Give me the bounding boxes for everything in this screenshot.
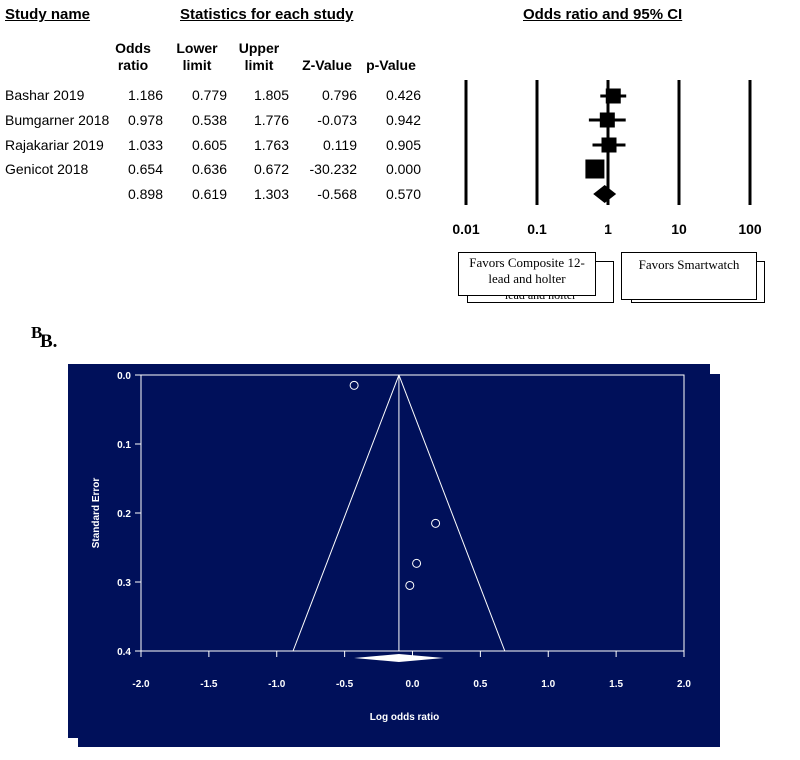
table-cell: 0.978 — [127, 112, 163, 128]
summary-diamond — [593, 185, 617, 203]
column-header: p-Value — [366, 57, 416, 73]
x-tick-label: -1.0 — [268, 679, 286, 690]
table-cell: 0.905 — [385, 137, 421, 153]
x-axis-label: Log odds ratio — [370, 712, 439, 723]
funnel-right-line — [398, 374, 506, 652]
plot-frame — [140, 374, 685, 652]
x-tick-label: -2.0 — [132, 679, 150, 690]
x-tick-label: 2.0 — [677, 679, 691, 690]
statistics-header: Statistics for each study — [180, 6, 354, 23]
table-cell: 0.898 — [127, 186, 163, 202]
column-header: Odds ratio — [115, 40, 151, 73]
y-tick-label: 0.0 — [117, 371, 131, 382]
column-header: Upper limit — [238, 40, 280, 73]
funnel-plot: 0.0 0.1 0.2 0.3 0.4 -2.0 -1.5 -1.0 -0.5 0.0 0.5 1.0… — [68, 364, 710, 738]
y-tick-label: 0.3 — [117, 578, 131, 589]
table-cell: 1.805 — [253, 87, 289, 103]
study-name: Bashar 2019 — [5, 87, 85, 103]
x-tick-label: -1.5 — [200, 679, 218, 690]
column-header: Z-Value — [302, 57, 352, 73]
odds-ratio-ci-header: Odds ratio and 95% CI — [523, 6, 683, 23]
y-tick-label: 0.2 — [117, 509, 131, 520]
favor-left-label: Favors Composite 12-lead and holter — [469, 255, 585, 286]
study-name: Rajakariar 2019 — [5, 137, 104, 153]
effect-marker — [585, 159, 605, 179]
column-header: Lower limit — [176, 40, 218, 73]
effect-marker — [605, 88, 621, 104]
panel-b-label: B — [31, 323, 42, 343]
table-cell: 0.619 — [191, 186, 227, 202]
y-tick-label: 0.4 — [117, 647, 131, 658]
y-tick-label: 0.1 — [117, 440, 131, 451]
table-cell: -0.568 — [317, 186, 357, 202]
table-cell: 0.636 — [191, 161, 227, 177]
panel-b-sub-letter: B. — [40, 331, 58, 352]
x-tick-label: 0.5 — [473, 679, 487, 690]
study-point — [405, 580, 415, 590]
table-cell: -30.232 — [309, 161, 357, 177]
study-point — [349, 380, 359, 390]
table-cell: 0.779 — [191, 87, 227, 103]
funnel-left-line — [292, 374, 400, 652]
table-cell: 1.763 — [253, 137, 289, 153]
x-tick-label: 1.5 — [609, 679, 623, 690]
favor-left-box: Favors Composite 12-lead and holter — [458, 252, 596, 296]
effect-marker — [601, 137, 617, 153]
panel-b-sub-label: B. — [40, 331, 57, 353]
table-cell: -0.073 — [317, 112, 357, 128]
table-cell: 0.654 — [127, 161, 163, 177]
table-cell: 1.186 — [127, 87, 163, 103]
table-cell: 1.303 — [253, 186, 289, 202]
table-cell: 0.426 — [385, 87, 421, 103]
table-cell: 0.942 — [385, 112, 421, 128]
table-cell: 1.776 — [253, 112, 289, 128]
forest-plot: 0.01 0.1 1 10 100 — [452, 80, 762, 237]
table-cell: 1.033 — [127, 137, 163, 153]
table-cell: 0.605 — [191, 137, 227, 153]
x-tick-label: 0.0 — [406, 679, 420, 690]
table-cell: 0.538 — [191, 112, 227, 128]
panel-b-letter: B — [31, 323, 43, 342]
study-point — [431, 518, 441, 528]
forest-tick-label: 100 — [738, 221, 762, 237]
table-cell: 0.672 — [253, 161, 289, 177]
forest-tick-label: 1 — [604, 221, 612, 237]
study-name: Bumgarner 2018 — [5, 112, 110, 128]
favor-right-box: Favors Smartwatch — [621, 252, 757, 300]
effect-marker — [599, 112, 615, 128]
study-name: Genicot 2018 — [5, 161, 89, 177]
x-tick-label: -0.5 — [336, 679, 354, 690]
study-name-header: Study name — [5, 6, 91, 23]
forest-tick-label: 0.01 — [452, 221, 479, 237]
forest-tick-label: 0.1 — [527, 221, 547, 237]
table-cell: 0.119 — [323, 137, 357, 153]
table-cell: 0.000 — [385, 161, 421, 177]
table-cell: 0.796 — [321, 87, 357, 103]
funnel-summary-diamond — [354, 654, 444, 662]
study-point — [412, 558, 422, 568]
forest-tick-label: 10 — [671, 221, 687, 237]
x-tick-label: 1.0 — [541, 679, 555, 690]
table-cell: 0.570 — [385, 186, 421, 202]
favor-right-label: Favors Smartwatch — [638, 257, 740, 272]
y-axis-label: Standard Error — [91, 478, 102, 549]
